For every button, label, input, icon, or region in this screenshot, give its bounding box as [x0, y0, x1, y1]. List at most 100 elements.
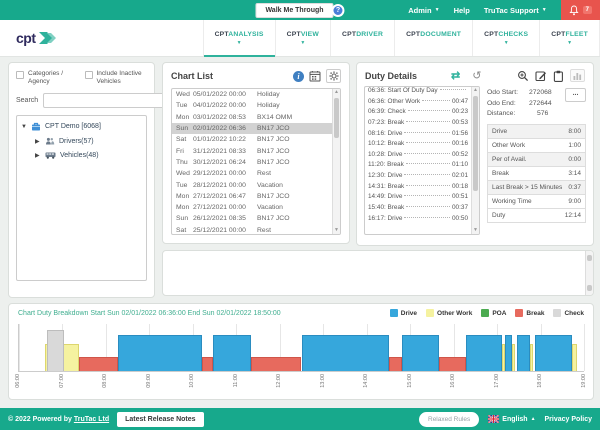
zoom-icon[interactable]	[517, 70, 529, 82]
timeline-plot[interactable]	[18, 324, 584, 372]
checkbox-icon[interactable]	[16, 71, 24, 79]
duty-entry-row[interactable]: 15:40: Break 00:37	[365, 204, 471, 215]
chart-list-row[interactable]: Sat 01/01/2022 10:22 BN17 JCO	[172, 134, 332, 145]
undo-icon[interactable]: ↺	[472, 69, 481, 82]
scroll-thumb[interactable]	[473, 96, 478, 191]
chart-list-row[interactable]: Thu 30/12/2021 06:24 BN17 JCO	[172, 157, 332, 168]
segment-drive[interactable]	[213, 335, 251, 371]
duty-entry-row[interactable]: 10:28: Drive 00:52	[365, 151, 471, 162]
nav-tab[interactable]: CPTVIEW ▼	[275, 20, 330, 56]
scroll-down-icon[interactable]: ▼	[472, 227, 479, 234]
nav-tab[interactable]: CPTDOCUMENT ▼	[394, 20, 472, 56]
duty-entry-row[interactable]: 06:36: Start Of Duty Day	[365, 87, 471, 98]
chart-list-row[interactable]: Sat 25/12/2021 00:00 Rest	[172, 225, 332, 235]
duty-total-row: Working Time 9:00	[487, 194, 586, 209]
duty-breakdown-chart: Chart Duty Breakdown Start Sun 02/01/202…	[8, 303, 594, 400]
duty-entry-row[interactable]: 06:36: Other Work 00:47	[365, 98, 471, 109]
privacy-policy-link[interactable]: Privacy Policy	[545, 416, 592, 423]
segment-break[interactable]	[439, 357, 466, 371]
chart-list-row[interactable]: Wed 29/12/2021 00:00 Rest	[172, 168, 332, 179]
scroll-thumb[interactable]	[587, 285, 592, 291]
chart-report-button-disabled[interactable]	[570, 69, 585, 82]
language-selector[interactable]: English ▲	[488, 415, 535, 423]
segment-break[interactable]	[251, 357, 302, 371]
duty-entry-row[interactable]: 11:20: Break 01:10	[365, 161, 471, 172]
duty-entry-row[interactable]: 07:23: Break 00:53	[365, 119, 471, 130]
segment-break[interactable]	[389, 357, 402, 371]
admin-menu[interactable]: Admin▼	[408, 6, 439, 15]
segment-drive[interactable]	[302, 335, 390, 371]
checkbox-icon[interactable]	[85, 71, 93, 79]
tree-expand-icon[interactable]: ▶	[35, 152, 41, 159]
help-link[interactable]: Help	[454, 6, 470, 15]
tree-node-drivers[interactable]: ▶ Drivers(57)	[35, 137, 142, 145]
clipboard-icon[interactable]	[553, 70, 564, 82]
settings-gear-button[interactable]	[326, 69, 341, 83]
relaxed-rules-button[interactable]: Relaxed Rules	[419, 412, 479, 427]
nav-tab[interactable]: CPTANALYSIS ▼	[203, 20, 275, 56]
nav-tab[interactable]: CPTCHECKS ▼	[472, 20, 539, 56]
chart-list-row[interactable]: Mon 27/12/2021 00:00 Vacation	[172, 202, 332, 213]
tree-node-vehicles[interactable]: ▶ Vehicles(48)	[35, 151, 142, 159]
chart-list-row[interactable]: Tue 28/12/2021 00:00 Vacation	[172, 179, 332, 190]
notifications-button[interactable]: 7	[561, 0, 600, 20]
segment-drive[interactable]	[505, 335, 512, 371]
scroll-up-icon[interactable]: ▲	[472, 87, 479, 94]
chart-list-panel: Chart List i Wed 05/01/2022 00:00 Holida	[162, 62, 350, 244]
scroll-thumb[interactable]	[587, 255, 592, 261]
segment-other_work[interactable]	[530, 344, 533, 371]
walk-me-through[interactable]: Walk Me Through ?	[255, 3, 344, 18]
chart-list-row[interactable]: Tue 04/01/2022 00:00 Holiday	[172, 100, 332, 111]
segment-drive[interactable]	[402, 335, 439, 371]
more-options-button[interactable]: ...	[565, 88, 586, 102]
segment-drive[interactable]	[118, 335, 202, 371]
duty-entry-row[interactable]: 14:49: Drive 00:51	[365, 193, 471, 204]
duty-entry-row[interactable]: 08:16: Drive 01:56	[365, 130, 471, 141]
axis-tick-label: 19:00	[581, 374, 587, 388]
duty-entry-row[interactable]: 10:12: Break 00:16	[365, 140, 471, 151]
segment-break[interactable]	[202, 357, 214, 371]
duty-entry-row[interactable]: 06:39: Check 00:23	[365, 108, 471, 119]
scrollbar[interactable]: ▲ ▼	[332, 89, 340, 234]
trutac-support-menu[interactable]: TruTac Support▼	[484, 6, 547, 15]
tree-node-root[interactable]: ▼ CPT Demo [6068]	[21, 122, 142, 131]
segment-drive[interactable]	[535, 335, 573, 371]
chart-list-row[interactable]: Mon 27/12/2021 06:47 BN17 JCO	[172, 191, 332, 202]
include-inactive-vehicles-checkbox[interactable]: Include Inactive Vehicles	[85, 70, 148, 86]
segment-drive[interactable]	[517, 335, 530, 371]
duty-entry-row[interactable]: 16:17: Drive 00:50	[365, 215, 471, 226]
content-area: Categories / Agency Include Inactive Veh…	[0, 57, 600, 408]
chart-list-row[interactable]: Sun 26/12/2021 08:35 BN17 JCO	[172, 213, 332, 224]
latest-release-notes-button[interactable]: Latest Release Notes	[117, 412, 203, 427]
segment-drive[interactable]	[466, 335, 502, 371]
swap-icon[interactable]: ⇄	[451, 69, 460, 82]
scroll-thumb[interactable]	[334, 98, 339, 138]
chart-list-row[interactable]: Sun 02/01/2022 06:36 BN17 JCO	[172, 123, 332, 134]
duty-details-panel: Duty Details ⇄ ↺	[356, 62, 594, 246]
segment-break[interactable]	[79, 357, 117, 371]
segment-other_work[interactable]	[512, 344, 515, 371]
edit-icon[interactable]	[535, 70, 547, 82]
duty-entry-row[interactable]: 14:31: Break 00:18	[365, 183, 471, 194]
legend-item: Other Work	[426, 309, 472, 317]
trutac-ltd-link[interactable]: TruTac Ltd	[74, 416, 109, 423]
scrollbar[interactable]	[585, 251, 593, 295]
calendar-icon[interactable]	[309, 70, 321, 82]
duty-entry-row[interactable]: 12:30: Drive 02:01	[365, 172, 471, 183]
scroll-up-icon[interactable]: ▲	[333, 89, 340, 96]
chart-list-row[interactable]: Wed 05/01/2022 00:00 Holiday	[172, 89, 332, 100]
chart-list-row[interactable]: Mon 03/01/2022 08:53 BX14 OMM	[172, 112, 332, 123]
nav-tab[interactable]: CPTDRIVER ▼	[330, 20, 394, 56]
chart-list-row[interactable]: Fri 31/12/2021 08:33 BN17 JCO	[172, 145, 332, 156]
info-icon[interactable]: i	[293, 71, 304, 82]
tree-expand-icon[interactable]: ▶	[35, 138, 41, 145]
scroll-down-icon[interactable]: ▼	[333, 227, 340, 234]
segment-check[interactable]	[47, 330, 64, 371]
categories-agency-checkbox[interactable]: Categories / Agency	[16, 70, 79, 86]
walkme-help-icon[interactable]: ?	[332, 4, 345, 17]
nav-tab[interactable]: CPTFLEET ▼	[539, 20, 600, 56]
walk-me-through-button[interactable]: Walk Me Through	[255, 3, 333, 18]
segment-other_work[interactable]	[572, 344, 576, 371]
scrollbar[interactable]: ▲ ▼	[471, 87, 479, 234]
tree-expand-icon[interactable]: ▼	[21, 124, 27, 130]
